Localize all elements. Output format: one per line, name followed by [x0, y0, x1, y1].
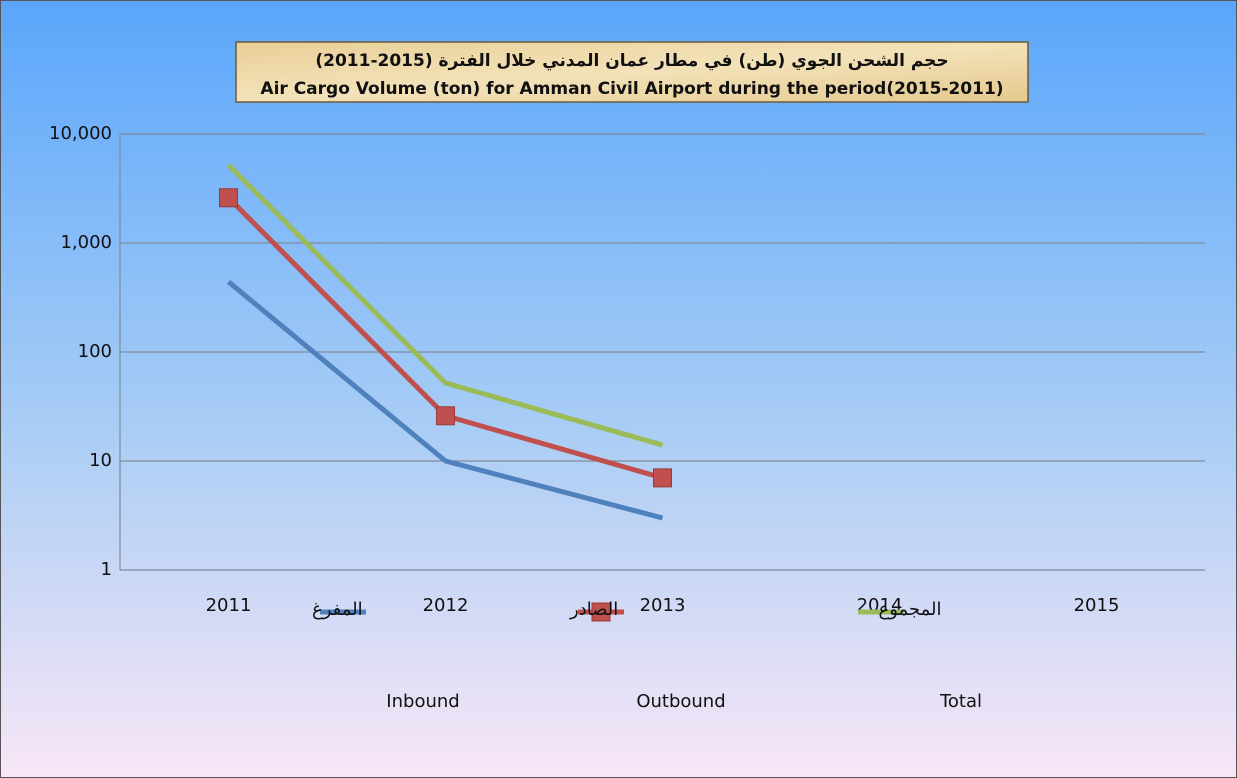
marker [653, 468, 672, 488]
legend-label-en: Total [939, 691, 982, 712]
legend-label: المفرغ [312, 599, 363, 620]
series-line [226, 279, 664, 521]
marker [219, 188, 238, 208]
x-tick-label: 2012 [423, 595, 469, 616]
legend-label-en: Inbound [386, 691, 459, 712]
y-tick-label: 10 [89, 450, 112, 471]
y-tick-label: 1,000 [60, 232, 112, 253]
chart-title: حجم الشحن الجوي (طن) في مطار عمان المدني… [315, 51, 948, 71]
x-tick-label: 2015 [1074, 595, 1120, 616]
title-box [235, 41, 1029, 103]
y-tick-label: 10,000 [49, 123, 112, 144]
x-tick-label: 2011 [206, 595, 252, 616]
legend-label-en: Outbound [636, 691, 725, 712]
legend-label: المجموع [879, 599, 942, 620]
x-tick-label: 2013 [640, 595, 686, 616]
y-tick-label: 1 [101, 559, 112, 580]
marker [436, 406, 455, 426]
y-tick-label: 100 [78, 341, 112, 362]
legend-marker [591, 602, 611, 622]
series-line [226, 163, 664, 448]
chart-title-en: Air Cargo Volume (ton) for Amman Civil A… [260, 79, 1003, 99]
legend-label: الصادر [569, 599, 618, 620]
